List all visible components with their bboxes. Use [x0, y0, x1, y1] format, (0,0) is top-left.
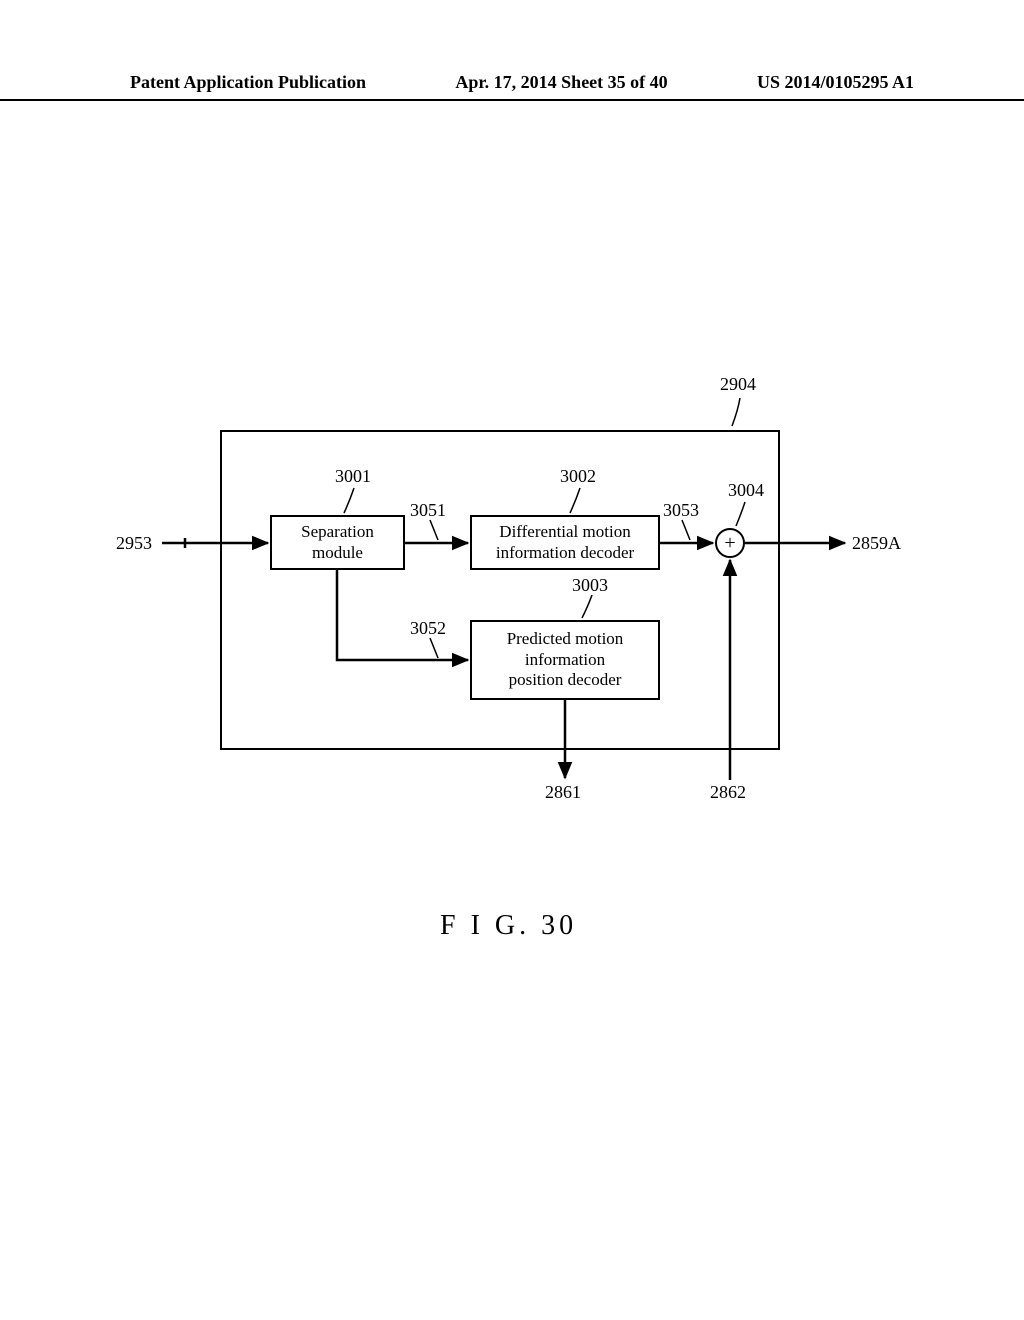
label-output-2861: 2861	[545, 782, 581, 803]
label-3053: 3053	[663, 500, 699, 521]
label-2904: 2904	[720, 374, 756, 395]
header-left: Patent Application Publication	[130, 72, 366, 93]
label-3001: 3001	[335, 466, 371, 487]
header-center: Apr. 17, 2014 Sheet 35 of 40	[455, 72, 667, 93]
label-input-2953: 2953	[116, 533, 152, 554]
label-3003: 3003	[572, 575, 608, 596]
label-3002: 3002	[560, 466, 596, 487]
label-3052: 3052	[410, 618, 446, 639]
header-right: US 2014/0105295 A1	[757, 72, 914, 93]
label-3004: 3004	[728, 480, 764, 501]
diagram: Separationmodule Differential motioninfo…	[100, 380, 920, 820]
label-3051: 3051	[410, 500, 446, 521]
page: Patent Application Publication Apr. 17, …	[0, 0, 1024, 1320]
label-input-2862: 2862	[710, 782, 746, 803]
page-header: Patent Application Publication Apr. 17, …	[0, 72, 1024, 101]
figure-caption: F I G. 30	[440, 910, 577, 942]
label-output-2859A: 2859A	[852, 533, 901, 554]
diagram-connectors	[100, 380, 920, 820]
